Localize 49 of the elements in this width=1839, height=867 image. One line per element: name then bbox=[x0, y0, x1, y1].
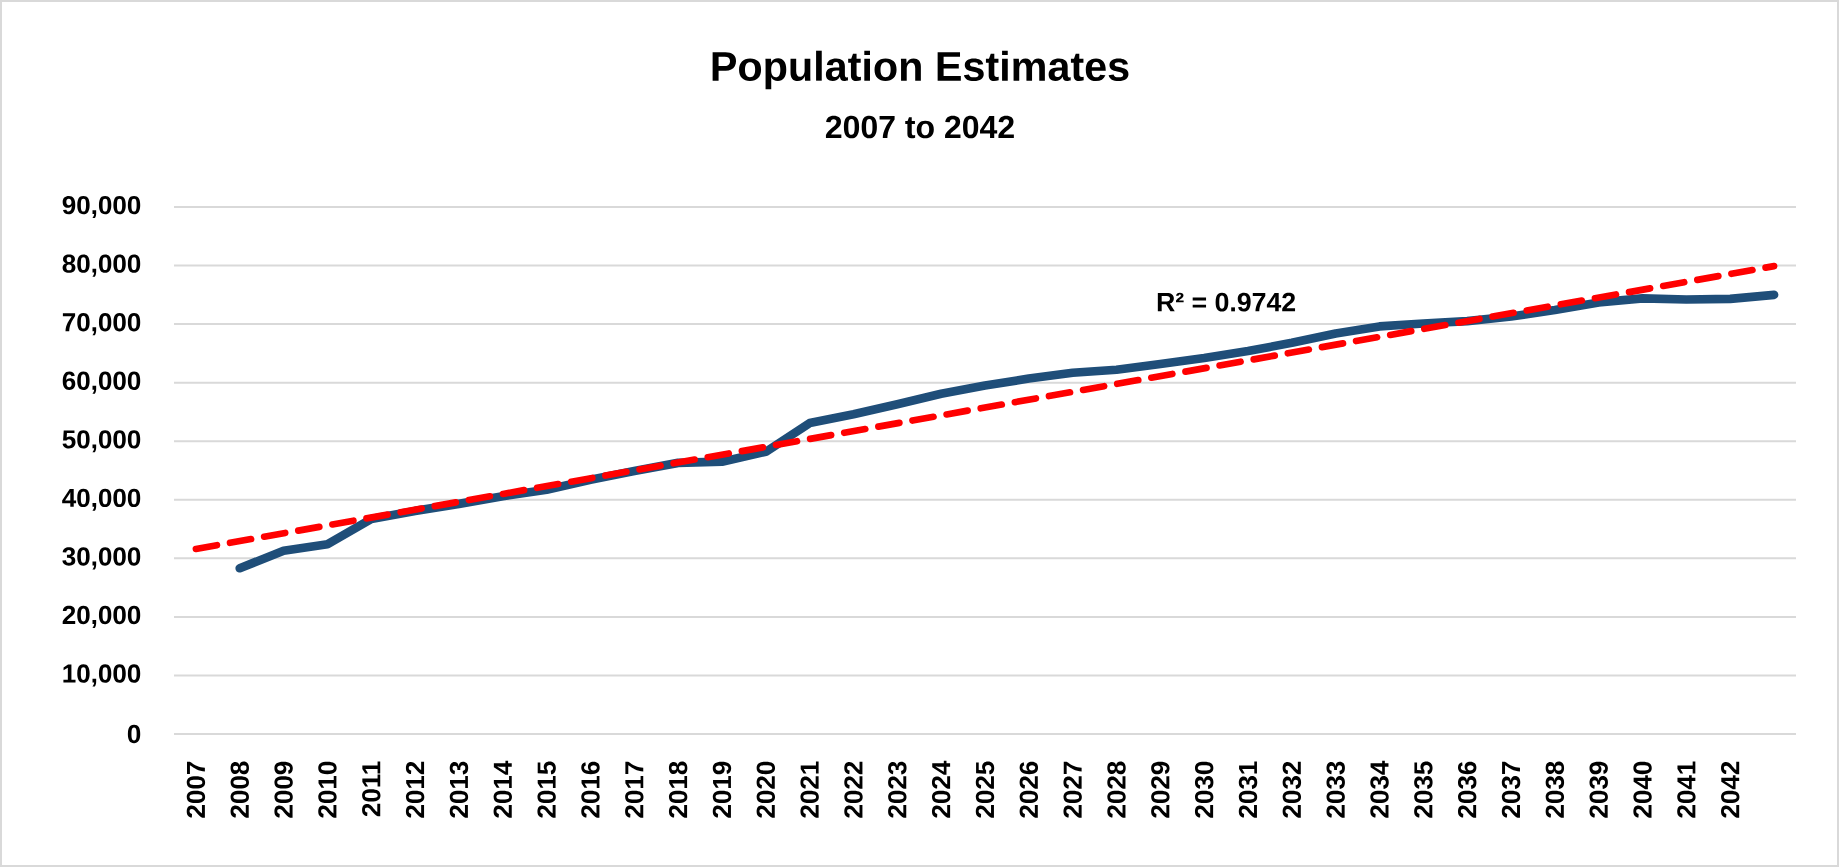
x-tick-label: 2021 bbox=[800, 761, 819, 818]
y-tick-label: 0 bbox=[127, 724, 141, 744]
x-tick-label: 2042 bbox=[1721, 761, 1740, 818]
x-tick-label: 2037 bbox=[1501, 761, 1521, 818]
annotation: R² = 0.9742 bbox=[1157, 292, 1296, 312]
x-tick-label: 2012 bbox=[405, 761, 425, 818]
x-tick-label: 2026 bbox=[1019, 761, 1039, 818]
x-tick-label: 2015 bbox=[537, 761, 556, 818]
x-tick-label: 2022 bbox=[844, 761, 863, 818]
chart-title: Population Estimates bbox=[712, 50, 1129, 90]
y-tick-label: 50,000 bbox=[62, 430, 141, 453]
x-tick-label: 2017 bbox=[625, 761, 644, 818]
y-tick-label: 60,000 bbox=[62, 371, 141, 394]
x-tick-label: 2009 bbox=[274, 761, 293, 818]
x-tick-label: 2018 bbox=[668, 761, 688, 818]
x-tick-label: 2007 bbox=[186, 761, 206, 818]
y-tick-label: 10,000 bbox=[63, 664, 141, 687]
x-tick-label: 2029 bbox=[1151, 761, 1170, 818]
y-tick-label: 30,000 bbox=[62, 547, 141, 570]
x-tick-label: 2030 bbox=[1194, 761, 1214, 818]
x-tick-label: 2036 bbox=[1457, 761, 1477, 818]
x-tick-label: 2034 bbox=[1370, 760, 1389, 818]
x-tick-label: 2024 bbox=[931, 760, 951, 818]
x-tick-label: 2020 bbox=[756, 761, 776, 818]
x-tick-label: 2023 bbox=[888, 761, 907, 818]
x-tick-label: 2038 bbox=[1545, 761, 1565, 818]
x-tick-label: 2008 bbox=[230, 761, 249, 818]
x-tick-label: 2033 bbox=[1326, 761, 1345, 818]
x-tick-label: 2025 bbox=[975, 761, 995, 818]
x-tick-label: 2031 bbox=[1238, 761, 1258, 818]
x-tick-label: 2040 bbox=[1633, 761, 1652, 818]
x-tick-label: 2041 bbox=[1677, 761, 1696, 818]
y-tick-label: 80,000 bbox=[62, 254, 141, 277]
x-tick-label: 2016 bbox=[581, 761, 600, 818]
x-tick-label: 2027 bbox=[1063, 761, 1082, 818]
y-tick-label: 90,000 bbox=[62, 195, 141, 219]
y-tick-label: 20,000 bbox=[62, 605, 141, 628]
x-tick-label: 2039 bbox=[1589, 761, 1608, 818]
x-tick-label: 2010 bbox=[318, 761, 337, 818]
x-tick-label: 2028 bbox=[1107, 761, 1126, 818]
x-tick-label: 2013 bbox=[449, 761, 469, 818]
y-tick-label: 40,000 bbox=[62, 488, 141, 511]
y-tick-label: 70,000 bbox=[62, 313, 141, 336]
x-tick-label: 2032 bbox=[1282, 761, 1302, 818]
x-tick-label: 2011 bbox=[362, 761, 381, 817]
x-tick-label: 2014 bbox=[493, 760, 512, 818]
chart-subtitle: 2007 to 2042 bbox=[825, 115, 1014, 139]
x-tick-label: 2035 bbox=[1414, 761, 1433, 818]
x-tick-label: 2019 bbox=[712, 761, 732, 818]
